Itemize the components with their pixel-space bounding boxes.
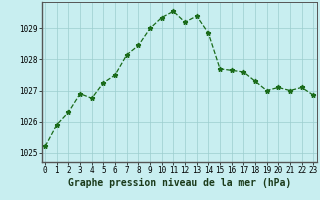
X-axis label: Graphe pression niveau de la mer (hPa): Graphe pression niveau de la mer (hPa) (68, 178, 291, 188)
